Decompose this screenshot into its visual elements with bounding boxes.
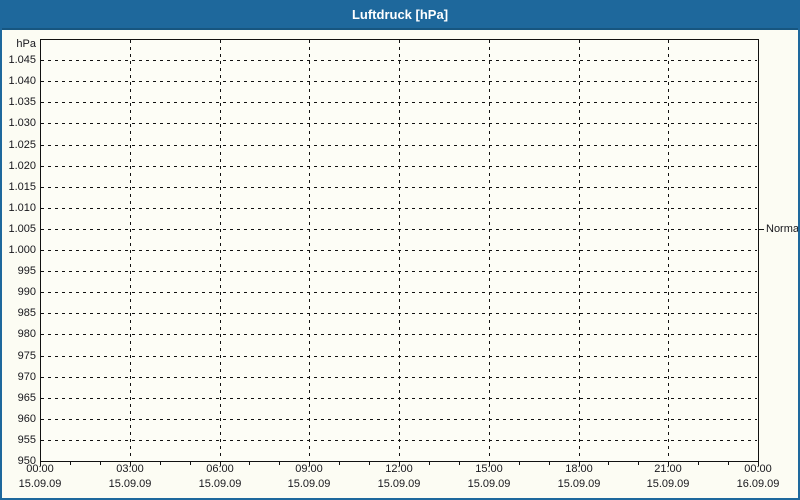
x-tick-label-time: 03:00	[116, 463, 144, 475]
x-tick-label-time: 00:00	[744, 463, 772, 475]
x-tick-label-time: 00:00	[26, 463, 54, 475]
y-tick-label: 1.030	[8, 117, 36, 129]
y-tick-label: 980	[17, 328, 36, 340]
y-tick-label: 1.035	[8, 96, 36, 108]
x-minor-tick	[698, 461, 699, 465]
y-tick-label: 1.020	[8, 160, 36, 172]
x-minor-tick	[309, 461, 310, 465]
y-axis-unit-label: hPa	[16, 38, 36, 50]
x-tick-label-date: 15.09.09	[18, 478, 62, 490]
x-minor-tick	[608, 461, 609, 465]
x-tick-label-time: 09:00	[295, 463, 323, 475]
y-tick-label: 960	[17, 413, 36, 425]
y-tick-label: 1.040	[8, 75, 36, 87]
x-minor-tick	[758, 461, 759, 465]
x-minor-tick	[728, 461, 729, 465]
x-tick-label-date: 15.09.09	[198, 478, 242, 490]
y-tick-label: 1.025	[8, 139, 36, 151]
x-tick-label-date: 15.09.09	[467, 478, 511, 490]
x-minor-tick	[40, 461, 41, 465]
y-tick-label: 990	[17, 286, 36, 298]
x-minor-tick	[249, 461, 250, 465]
x-tick-label-date: 15.09.09	[108, 478, 152, 490]
normal-annotation-tick	[758, 229, 764, 230]
v-gridline	[220, 40, 221, 460]
x-tick-label-date: 16.09.09	[736, 478, 780, 490]
x-minor-tick	[399, 461, 400, 465]
x-minor-tick	[220, 461, 221, 465]
v-gridline	[130, 40, 131, 460]
x-minor-tick	[130, 461, 131, 465]
normal-annotation-label: Normal	[766, 223, 800, 235]
y-tick-label: 1.000	[8, 244, 36, 256]
y-tick-label: 1.005	[8, 223, 36, 235]
chart-title: Luftdruck [hPa]	[351, 7, 449, 22]
x-tick-label-time: 15:00	[475, 463, 503, 475]
v-gridline	[668, 40, 669, 460]
x-tick-label-time: 12:00	[385, 463, 413, 475]
y-tick-label: 965	[17, 392, 36, 404]
x-minor-tick	[70, 461, 71, 465]
x-minor-tick	[549, 461, 550, 465]
x-tick-label-date: 15.09.09	[287, 478, 331, 490]
y-tick-label: 985	[17, 307, 36, 319]
v-gridline	[399, 40, 400, 460]
x-minor-tick	[339, 461, 340, 465]
y-tick-label: 1.010	[8, 202, 36, 214]
x-minor-tick	[369, 461, 370, 465]
y-tick-label: 975	[17, 350, 36, 362]
y-tick-label: 1.045	[8, 54, 36, 66]
x-tick-label-date: 15.09.09	[377, 478, 421, 490]
y-tick-label: 1.015	[8, 181, 36, 193]
x-minor-tick	[489, 461, 490, 465]
y-tick-label: 995	[17, 265, 36, 277]
x-minor-tick	[160, 461, 161, 465]
y-tick-label: 955	[17, 434, 36, 446]
x-tick-label-date: 15.09.09	[557, 478, 601, 490]
v-gridline	[579, 40, 580, 460]
x-minor-tick	[279, 461, 280, 465]
x-minor-tick	[579, 461, 580, 465]
v-gridline	[309, 40, 310, 460]
x-tick-label-time: 06:00	[206, 463, 234, 475]
x-minor-tick	[429, 461, 430, 465]
chart-title-bar: Luftdruck [hPa]	[2, 2, 798, 30]
x-minor-tick	[638, 461, 639, 465]
x-minor-tick	[459, 461, 460, 465]
x-tick-label-time: 18:00	[565, 463, 593, 475]
x-minor-tick	[668, 461, 669, 465]
y-tick-label: 970	[17, 371, 36, 383]
x-minor-tick	[190, 461, 191, 465]
x-minor-tick	[519, 461, 520, 465]
x-tick-label-time: 21:00	[654, 463, 682, 475]
x-minor-tick	[100, 461, 101, 465]
y-tick-label: 950	[17, 455, 36, 467]
v-gridline	[489, 40, 490, 460]
x-tick-label-date: 15.09.09	[646, 478, 690, 490]
